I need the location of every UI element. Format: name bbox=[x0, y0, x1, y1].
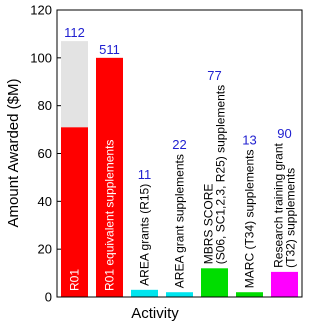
category-label: AREA grant supplements bbox=[173, 154, 187, 288]
bar bbox=[236, 292, 263, 297]
bar bbox=[96, 57, 123, 298]
bar bbox=[61, 41, 88, 128]
category-label: R01 bbox=[68, 269, 82, 291]
y-tick-label: 120 bbox=[30, 3, 52, 18]
y-tick-label: 40 bbox=[38, 194, 52, 209]
category-label: R01 equivalent supplements bbox=[103, 140, 117, 291]
count-label: 112 bbox=[64, 25, 85, 40]
category-label: MBRS SCORE bbox=[202, 184, 216, 265]
x-axis-label: Activity bbox=[131, 305, 179, 322]
category-label: (S06, SC1,2,3, R25) supplements bbox=[214, 85, 228, 264]
y-tick-label: 100 bbox=[30, 50, 52, 65]
count-label: 77 bbox=[207, 68, 221, 83]
y-tick-label: 20 bbox=[38, 242, 52, 257]
chart: Activity Amount Awarded ($M) 0 20 40 60 80 10… bbox=[5, 3, 303, 322]
category-label: AREA grants (R15) bbox=[138, 184, 152, 286]
y-tick-label: 80 bbox=[38, 98, 52, 113]
count-label: 13 bbox=[242, 132, 256, 147]
bar bbox=[166, 292, 193, 297]
bar bbox=[61, 127, 88, 297]
bar bbox=[131, 289, 158, 297]
count-label: 511 bbox=[99, 42, 120, 57]
count-label: 11 bbox=[138, 167, 152, 182]
category-label: (T32) supplements bbox=[284, 168, 298, 268]
bar bbox=[201, 268, 228, 297]
count-label: 90 bbox=[277, 126, 291, 141]
y-axis-label: Amount Awarded ($M) bbox=[5, 79, 22, 228]
category-label: Research training grant bbox=[272, 142, 286, 267]
plot-frame bbox=[56, 9, 303, 298]
y-tick-label: 0 bbox=[45, 290, 52, 305]
category-label: MARC (T34) supplements bbox=[243, 149, 257, 288]
bar bbox=[271, 271, 298, 297]
y-tick-label: 60 bbox=[38, 146, 52, 161]
count-label: 22 bbox=[172, 137, 186, 152]
